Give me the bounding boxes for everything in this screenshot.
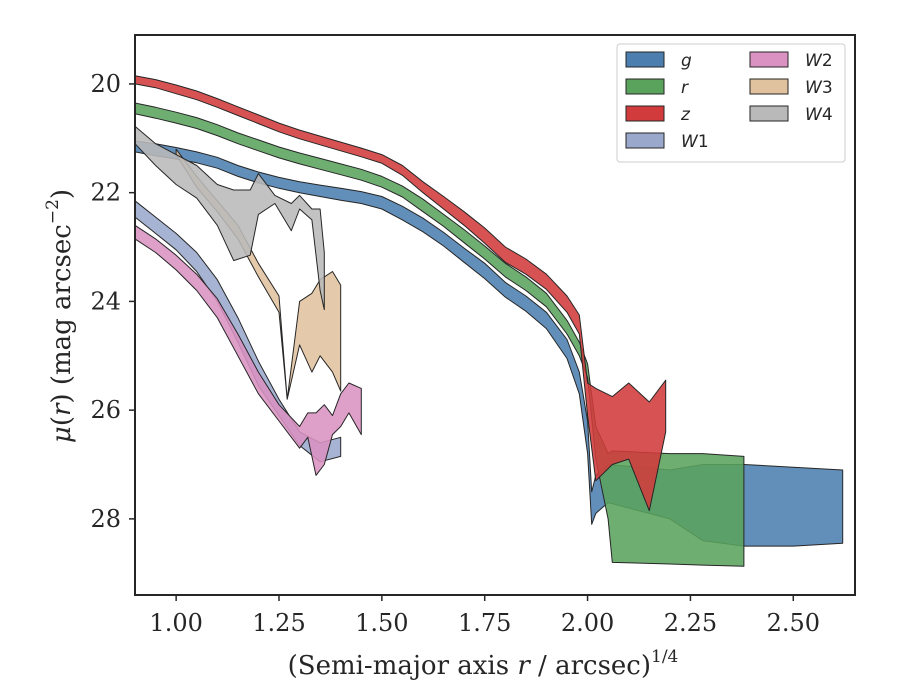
y-axis-label-open: (: [47, 416, 77, 426]
band-w1: [134, 200, 342, 463]
band-g: [134, 140, 844, 547]
legend-label-number: 4: [822, 105, 833, 125]
legend-swatch: [749, 78, 789, 95]
x-tick-label: 1.25: [252, 609, 305, 637]
plot-frame: [134, 34, 856, 596]
legend-label-number: 3: [822, 78, 833, 98]
x-axis-label-post: / arcsec): [530, 651, 651, 681]
data-bands: [134, 75, 844, 567]
band-w4: [134, 125, 325, 311]
band-z: [134, 75, 667, 512]
legend-swatch: [625, 78, 665, 95]
y-axis-label-end: ): [47, 189, 77, 199]
legend-frame: [616, 43, 846, 163]
x-tick-label: 2.00: [561, 609, 614, 637]
legend-label: W3: [805, 78, 833, 98]
band-w2: [134, 224, 362, 476]
y-tick-label: 22: [90, 179, 121, 207]
legend-swatch: [625, 132, 665, 149]
y-axis-label: μ(r) (mag arcsec−2): [43, 189, 77, 443]
legend-label-number: 1: [698, 132, 709, 152]
legend-label: W2: [805, 51, 833, 71]
legend-swatch: [625, 51, 665, 68]
x-axis-ticks: 1.00 1.25 1.50 1.75 2.00 2.25 2.50: [149, 595, 820, 637]
y-tick-label: 24: [90, 287, 121, 315]
legend-label: W4: [805, 105, 833, 125]
legend-swatch: [749, 105, 789, 122]
y-axis-label-sup: −2: [43, 199, 63, 224]
y-axis-label-unit: ) (mag arcsec: [47, 224, 77, 403]
x-axis-label-pre: (Semi-major axis: [288, 651, 518, 681]
legend-label: z: [680, 105, 691, 125]
x-tick-label: 2.25: [664, 609, 717, 637]
y-tick-label: 20: [90, 70, 121, 98]
y-axis-ticks: 20 22 24 26 28: [90, 70, 135, 533]
y-axis-label-mu: μ: [47, 426, 77, 443]
legend-swatch: [625, 105, 665, 122]
legend: grz W1 W2 W3 W4: [616, 43, 846, 163]
x-axis-label-var: r: [517, 651, 531, 681]
legend-swatch: [749, 51, 789, 68]
x-axis-label-sup: 1/4: [651, 647, 678, 667]
x-tick-label: 1.00: [149, 609, 202, 637]
y-tick-label: 28: [90, 505, 121, 533]
legend-label: g: [681, 51, 692, 71]
x-axis-label: (Semi-major axis r / arcsec)1/4: [288, 647, 679, 681]
y-tick-label: 26: [90, 396, 121, 424]
legend-label-number: 2: [822, 51, 833, 71]
legend-label: W1: [681, 132, 709, 152]
band-r: [134, 102, 745, 567]
x-tick-label: 1.75: [458, 609, 511, 637]
y-axis-label-var: r: [47, 402, 77, 416]
legend-label: r: [681, 78, 689, 98]
x-tick-label: 2.50: [767, 609, 820, 637]
x-tick-label: 1.50: [355, 609, 408, 637]
